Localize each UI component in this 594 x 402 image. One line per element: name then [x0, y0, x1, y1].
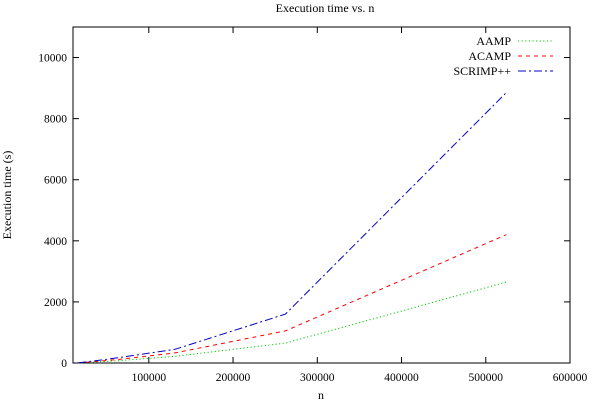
- series-line-scrimp: [78, 92, 507, 364]
- x-axis-title: n: [318, 388, 324, 402]
- chart-title: Execution time vs. n: [276, 1, 375, 15]
- y-tick-label: 4000: [44, 236, 67, 248]
- x-tick-label: 300000: [300, 372, 335, 384]
- series-lines: [78, 92, 507, 364]
- y-tick-label: 0: [61, 358, 67, 370]
- y-tick-label: 2000: [44, 297, 67, 309]
- x-tick-label: 600000: [553, 372, 588, 384]
- legend-label: SCRIMP++: [453, 64, 511, 78]
- legend-label: AAMP: [476, 34, 511, 48]
- y-tick-label: 8000: [44, 114, 67, 126]
- y-tick-label: 10000: [38, 53, 67, 65]
- x-tick-label: 100000: [132, 372, 167, 384]
- y-axis-title: Execution time (s): [0, 151, 14, 240]
- x-tick-label: 200000: [216, 372, 251, 384]
- x-tick-label: 400000: [384, 372, 419, 384]
- x-tick-label: 500000: [469, 372, 504, 384]
- plot-frame: [72, 26, 571, 364]
- series-line-aamp: [78, 281, 507, 364]
- y-tick-label: 6000: [44, 175, 67, 187]
- legend-label: ACAMP: [468, 49, 511, 63]
- series-line-acamp: [78, 234, 507, 364]
- axis-ticks: 100000 200000 300000 400000 500000 600000 0 200…: [38, 27, 588, 384]
